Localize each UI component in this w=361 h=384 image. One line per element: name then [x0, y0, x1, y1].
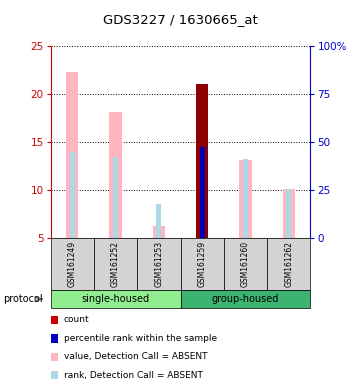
Bar: [156, 204, 161, 238]
Text: count: count: [64, 315, 90, 324]
Bar: [243, 159, 248, 238]
Text: single-housed: single-housed: [82, 294, 149, 304]
Bar: [153, 226, 165, 238]
Text: GSM161253: GSM161253: [155, 241, 163, 287]
Text: GSM161259: GSM161259: [198, 241, 206, 287]
Text: group-housed: group-housed: [212, 294, 279, 304]
Text: percentile rank within the sample: percentile rank within the sample: [64, 334, 217, 343]
Text: GSM161249: GSM161249: [68, 241, 77, 287]
Bar: [283, 189, 295, 238]
Text: GSM161260: GSM161260: [241, 241, 250, 287]
Bar: [70, 152, 75, 238]
Bar: [196, 84, 208, 238]
Bar: [200, 147, 205, 238]
Bar: [113, 157, 118, 238]
Bar: [109, 112, 122, 238]
Text: GSM161252: GSM161252: [111, 241, 120, 287]
Text: protocol: protocol: [4, 294, 43, 304]
Bar: [239, 161, 252, 238]
Text: GDS3227 / 1630665_at: GDS3227 / 1630665_at: [103, 13, 258, 26]
Bar: [286, 189, 291, 238]
Text: GSM161262: GSM161262: [284, 241, 293, 287]
Text: value, Detection Call = ABSENT: value, Detection Call = ABSENT: [64, 352, 208, 361]
Bar: [66, 72, 78, 238]
Text: rank, Detection Call = ABSENT: rank, Detection Call = ABSENT: [64, 371, 203, 380]
